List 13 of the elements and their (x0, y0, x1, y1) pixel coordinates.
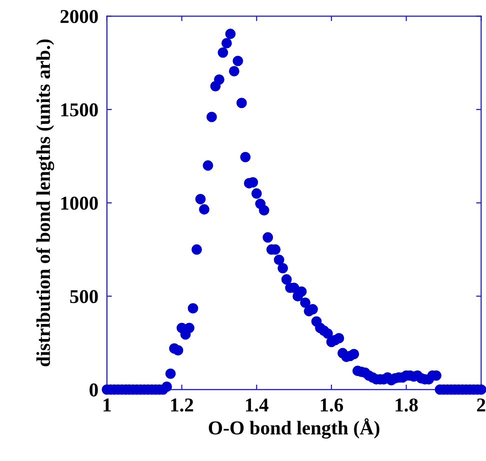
y-tick-label: 1500 (61, 103, 98, 116)
y-axis-title: distribution of bond lengths (units arb.) (36, 39, 54, 366)
x-tick-label: 1.4 (246, 398, 268, 412)
y-tick-label: 1000 (61, 196, 98, 210)
y-tick-label: 0 (90, 383, 98, 396)
x-tick-label: 1.8 (396, 398, 418, 412)
x-axis-title: O-O bond length (Å) (208, 418, 380, 439)
y-tick-label: 500 (70, 290, 98, 304)
x-tick-label: 1 (104, 398, 111, 412)
x-tick-label: 1.6 (320, 398, 344, 412)
x-tick-label: 2 (477, 398, 486, 412)
x-tick-label: 1.2 (171, 398, 194, 412)
y-tick-label: 2000 (60, 10, 98, 24)
